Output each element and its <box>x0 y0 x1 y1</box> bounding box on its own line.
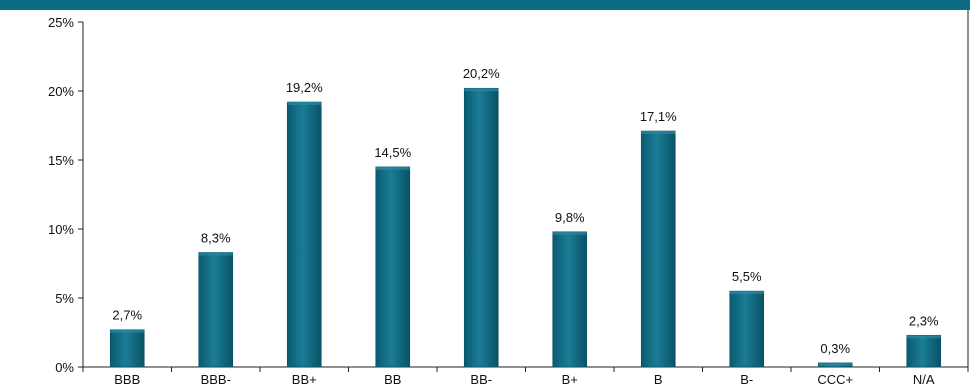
bar-top-highlight <box>198 252 233 256</box>
x-category-label: BB <box>384 372 401 387</box>
bar-top-highlight <box>464 88 499 92</box>
x-category-label: B- <box>740 372 753 387</box>
y-tick-label: 5% <box>55 291 74 306</box>
bar <box>286 101 322 368</box>
bar <box>729 290 765 368</box>
bar <box>463 87 499 368</box>
data-label: 0,3% <box>820 341 850 356</box>
y-tick-label: 15% <box>48 153 74 168</box>
data-label: 20,2% <box>463 66 500 81</box>
x-category-label: N/A <box>913 372 935 387</box>
x-category-label: BB- <box>470 372 492 387</box>
bar-top-highlight <box>641 131 676 135</box>
y-tick-label: 25% <box>48 15 74 30</box>
x-category-label: CCC+ <box>817 372 853 387</box>
bar <box>552 231 588 368</box>
bar-top-highlight <box>287 102 322 106</box>
bar <box>109 329 145 368</box>
data-label: 2,7% <box>112 308 142 323</box>
bar-top-highlight <box>110 329 145 333</box>
data-label: 14,5% <box>374 145 411 160</box>
y-tick-label: 0% <box>55 360 74 375</box>
x-category-label: BBB <box>114 372 140 387</box>
x-category-label: BBB- <box>201 372 231 387</box>
bar <box>906 334 942 368</box>
bar <box>640 130 676 368</box>
header-strip <box>0 0 970 10</box>
bar <box>198 252 234 368</box>
data-label: 17,1% <box>640 109 677 124</box>
bar-top-highlight <box>729 291 764 295</box>
y-tick-label: 10% <box>48 222 74 237</box>
x-category-label: B <box>654 372 663 387</box>
bar-top-highlight <box>818 362 853 366</box>
data-label: 19,2% <box>286 80 323 95</box>
bar-top-highlight <box>906 335 941 339</box>
x-category-label: BB+ <box>292 372 317 387</box>
data-label: 9,8% <box>555 210 585 225</box>
data-label: 8,3% <box>201 230 231 245</box>
data-label: 2,3% <box>909 313 939 328</box>
x-category-label: B+ <box>562 372 578 387</box>
y-tick-label: 20% <box>48 84 74 99</box>
data-label: 5,5% <box>732 269 762 284</box>
bar-top-highlight <box>552 231 587 235</box>
bar-top-highlight <box>375 166 410 170</box>
bar <box>375 166 411 368</box>
